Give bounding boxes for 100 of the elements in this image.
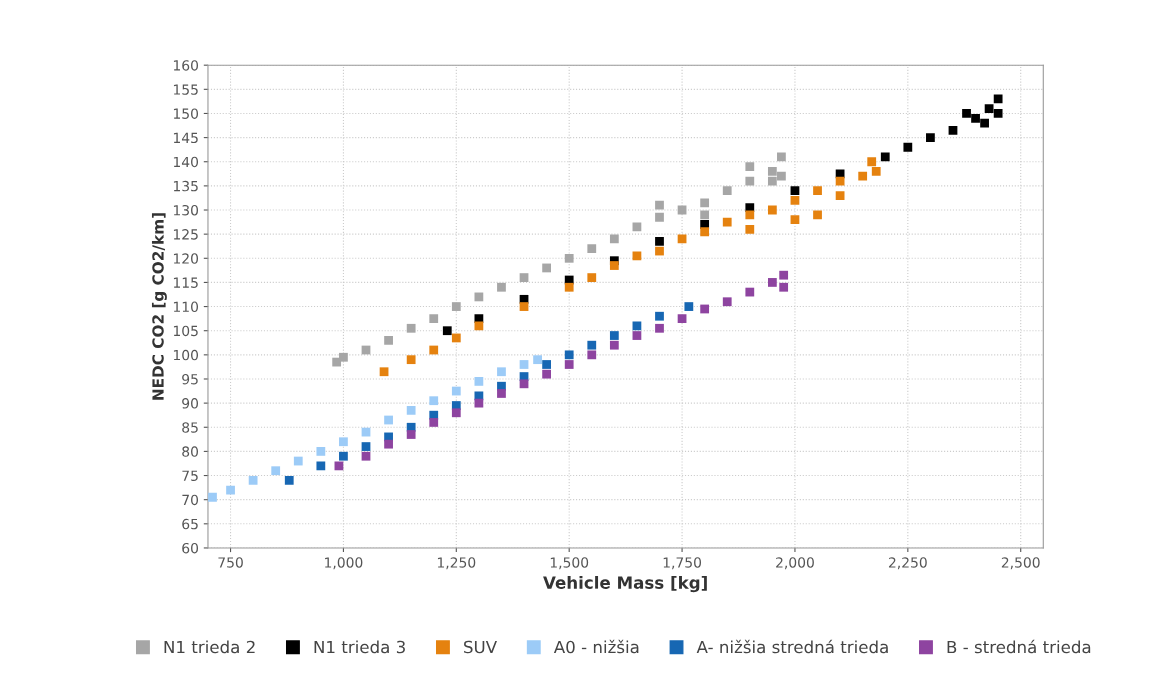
point [442, 326, 452, 336]
point [722, 297, 732, 307]
point [542, 369, 552, 379]
point [519, 273, 529, 282]
point [406, 430, 416, 439]
point [871, 167, 881, 176]
y-tick-label: 105 [173, 325, 198, 337]
legend-label: B - stredná trieda [947, 639, 1091, 654]
point [790, 215, 800, 225]
point [497, 282, 506, 292]
point [564, 253, 574, 263]
y-tick-label: 155 [173, 84, 198, 95]
point [993, 109, 1003, 118]
point [609, 331, 619, 340]
point [542, 360, 552, 369]
legend-label: SUV [464, 640, 497, 654]
point [474, 292, 484, 302]
point [339, 451, 348, 461]
y-tick-label: 160 [173, 60, 199, 71]
point [519, 360, 529, 369]
point [587, 350, 597, 360]
point [406, 405, 416, 415]
point [248, 475, 258, 485]
point [745, 287, 755, 297]
point [497, 389, 506, 398]
legend-label: A0 - nižšia [553, 639, 639, 654]
y-tick-label: 110 [173, 301, 199, 313]
x-tick-label: 1,250 [437, 557, 476, 570]
point [767, 278, 777, 287]
point [745, 224, 755, 234]
point [813, 210, 822, 220]
y-tick-label: 135 [173, 180, 198, 192]
point [903, 142, 913, 152]
point [779, 270, 789, 280]
y-tick-label: 80 [182, 446, 199, 457]
point [451, 333, 461, 343]
y-tick-label: 90 [182, 398, 199, 409]
point [835, 191, 845, 200]
y-tick-label: 150 [173, 108, 199, 119]
point [429, 314, 439, 324]
legend-label: A- nižšia stredná trieda [696, 639, 888, 654]
point [533, 355, 542, 365]
y-tick-label: 85 [182, 422, 198, 433]
y-tick-label: 75 [182, 470, 198, 482]
point [564, 350, 574, 360]
point [361, 442, 371, 451]
point [451, 386, 461, 396]
point [339, 352, 348, 362]
point [790, 186, 800, 196]
point [451, 302, 461, 311]
y-tick-label: 145 [173, 132, 198, 144]
point [587, 244, 597, 254]
point [384, 335, 393, 345]
point [632, 331, 642, 340]
point [339, 437, 348, 447]
point [655, 246, 664, 256]
y-tick-label: 125 [173, 229, 198, 240]
point [632, 251, 642, 261]
point [609, 340, 619, 350]
point [609, 261, 619, 270]
point [474, 321, 484, 331]
point [971, 113, 980, 123]
y-tick-label: 140 [173, 156, 199, 168]
point [984, 104, 994, 114]
point [926, 133, 935, 142]
point [519, 379, 529, 389]
point [316, 447, 326, 456]
x-tick-label: 2,000 [776, 557, 814, 570]
point [497, 367, 506, 377]
point [745, 162, 755, 171]
point [293, 456, 303, 466]
point [474, 377, 484, 386]
point [284, 475, 294, 485]
point [474, 398, 484, 408]
point [519, 302, 529, 311]
point [684, 302, 694, 311]
point [406, 323, 416, 333]
point [745, 176, 755, 186]
point [700, 198, 710, 208]
point [379, 367, 389, 377]
y-tick-label: 100 [173, 349, 199, 361]
point [677, 314, 687, 324]
point [609, 234, 619, 244]
point [858, 171, 868, 181]
x-axis-title: Vehicle Mass [kg] [543, 575, 707, 593]
x-tick-label: 1,750 [663, 557, 702, 570]
y-axis-title: NEDC CO2 [g CO2/km] [151, 213, 167, 400]
point [867, 157, 877, 167]
point [767, 176, 777, 186]
point [655, 311, 664, 321]
y-tick-label: 60 [182, 542, 199, 554]
x-tick-label: 1,000 [325, 557, 363, 570]
point [632, 321, 642, 331]
point [542, 263, 552, 273]
point [700, 304, 710, 314]
x-tick-label: 1,500 [550, 557, 589, 570]
y-tick-label: 95 [182, 373, 198, 385]
x-tick-label: 2,250 [888, 557, 927, 570]
point [745, 210, 755, 220]
x-tick-label: 2,500 [1001, 557, 1040, 570]
